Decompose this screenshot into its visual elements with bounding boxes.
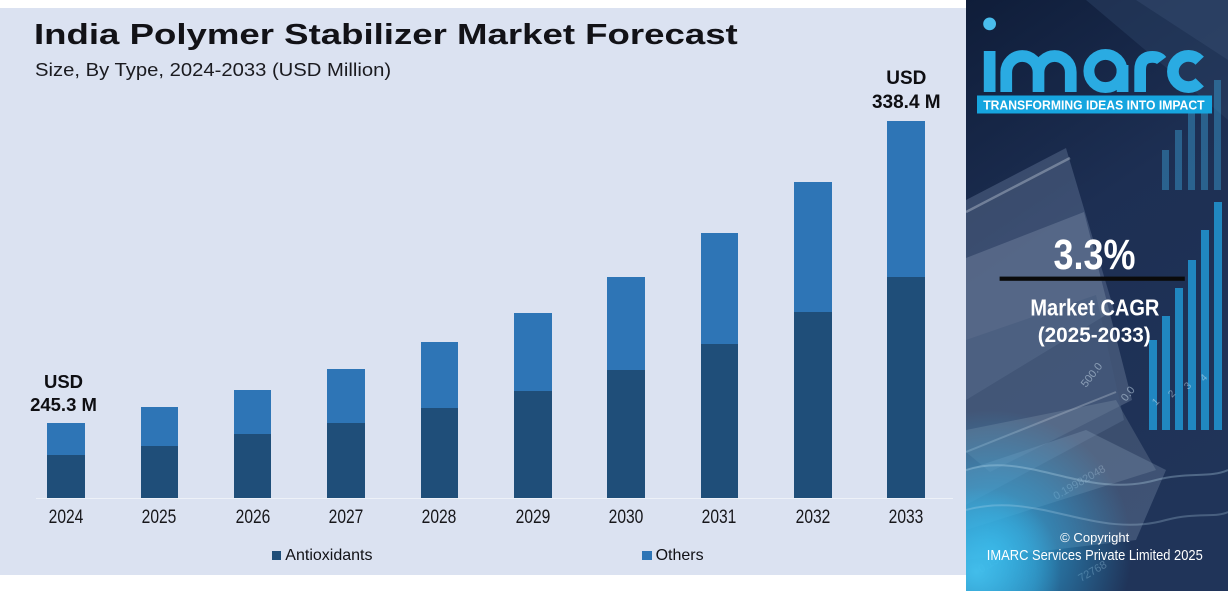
svg-text:IMARC Services Private Limited: IMARC Services Private Limited 2025: [987, 548, 1203, 564]
svg-text:TRANSFORMING IDEAS INTO IMPACT: TRANSFORMING IDEAS INTO IMPACT: [983, 99, 1205, 113]
svg-text:© Copyright: © Copyright: [1060, 530, 1129, 545]
svg-text:Market CAGR: Market CAGR: [1030, 295, 1159, 321]
svg-text:(2025-2033): (2025-2033): [1038, 324, 1151, 347]
svg-text:3.3%: 3.3%: [1054, 231, 1136, 279]
